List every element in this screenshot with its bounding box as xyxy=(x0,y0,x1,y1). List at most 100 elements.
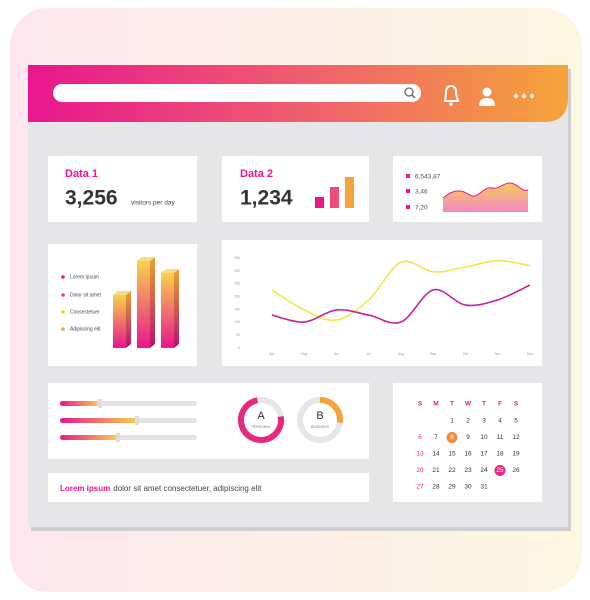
menu-dot[interactable] xyxy=(514,94,518,98)
footer-highlight: Lorem ipsum xyxy=(60,484,110,493)
card xyxy=(48,156,197,222)
y-tick-label: 300 xyxy=(234,269,240,273)
stat-value: 7,20 xyxy=(415,205,428,212)
slider-fill xyxy=(60,418,137,423)
bar-3d xyxy=(161,269,179,348)
calendar-day[interactable]: 5 xyxy=(514,418,518,425)
stat-value: 6,543,87 xyxy=(415,174,441,181)
x-tick-label: Nov xyxy=(495,352,501,356)
bell-icon[interactable] xyxy=(443,84,460,102)
slider-fill xyxy=(60,435,118,440)
line-chart: 0 50 100 150 200 250 300 350 Apr May Jun Jul Aug Sep O… xyxy=(234,256,533,356)
user-icon[interactable] xyxy=(482,87,492,97)
mini-area-line xyxy=(442,182,529,199)
x-tick-label: Apr xyxy=(269,352,275,356)
card xyxy=(393,383,542,502)
slider-knob[interactable] xyxy=(98,399,102,408)
weekday-label: S xyxy=(418,401,423,408)
search-bar[interactable] xyxy=(53,84,421,102)
calendar-day[interactable]: 3 xyxy=(482,418,486,425)
calendar-day[interactable]: 26 xyxy=(512,467,520,474)
calendar-day[interactable]: 12 xyxy=(512,434,520,441)
calendar-day[interactable]: 17 xyxy=(480,451,488,458)
mini-bar xyxy=(330,187,339,208)
calendar-day[interactable]: 28 xyxy=(432,484,440,491)
donut-arc xyxy=(297,397,343,443)
x-tick-label: Jun xyxy=(334,352,340,356)
mini-area xyxy=(443,183,528,212)
donut-arc xyxy=(238,397,284,443)
bar-3d xyxy=(113,291,131,348)
bar-top xyxy=(161,269,179,273)
calendar-day[interactable]: 13 xyxy=(416,451,424,458)
calendar-day[interactable]: 10 xyxy=(480,434,488,441)
card-value: 1,234 xyxy=(240,187,293,210)
calendar-day[interactable]: 2 xyxy=(466,418,470,425)
calendar-day[interactable]: 24 xyxy=(480,467,488,474)
x-tick-label: Aug xyxy=(398,352,404,356)
bar-front xyxy=(113,295,126,348)
calendar-day[interactable]: 14 xyxy=(432,451,440,458)
bar-side xyxy=(126,291,131,348)
calendar-day[interactable]: 22 xyxy=(448,467,456,474)
line-series xyxy=(271,284,531,324)
legend-marker xyxy=(406,205,410,209)
card-title: Data 1 xyxy=(65,168,98,180)
legend-label: Lorem ipsum xyxy=(70,274,99,280)
calendar-day[interactable]: 18 xyxy=(496,451,504,458)
weekday-label: W xyxy=(465,401,472,408)
x-tick-label: Jul xyxy=(367,352,372,356)
card xyxy=(48,473,369,502)
calendar-day[interactable]: 8 xyxy=(450,434,454,441)
calendar-day[interactable]: 21 xyxy=(432,467,440,474)
legend-marker xyxy=(406,189,410,193)
calendar-day[interactable]: 27 xyxy=(416,484,424,491)
weekday-label: T xyxy=(450,401,454,408)
x-tick-label: Sep xyxy=(430,352,436,356)
card-value: 3,256 xyxy=(65,187,118,210)
footer-text: Lorem ipsum dolor sit amet consectetuer, … xyxy=(60,484,262,493)
donut-letter: A xyxy=(257,410,265,422)
calendar-day[interactable]: 7 xyxy=(434,434,438,441)
calendar-day[interactable]: 25 xyxy=(496,467,504,474)
calendar-day[interactable]: 1 xyxy=(450,418,454,425)
calendar-day[interactable]: 31 xyxy=(480,484,488,491)
calendar-day[interactable]: 6 xyxy=(418,434,422,441)
calendar-day[interactable]: 9 xyxy=(466,434,470,441)
calendar-day[interactable]: 15 xyxy=(448,451,456,458)
weekday-label: M xyxy=(433,401,438,408)
calendar-day[interactable]: 19 xyxy=(512,451,520,458)
calendar-day[interactable]: 29 xyxy=(448,484,456,491)
search-icon[interactable] xyxy=(404,87,414,97)
y-tick-label: 50 xyxy=(236,333,240,337)
calendar-day[interactable]: 11 xyxy=(497,434,504,441)
calendar-day[interactable]: 16 xyxy=(464,451,472,458)
card xyxy=(222,240,542,366)
donut-letter: B xyxy=(316,410,323,422)
calendar-day[interactable]: 20 xyxy=(416,467,424,474)
bar-front xyxy=(161,273,174,348)
menu-dot[interactable] xyxy=(522,94,526,98)
legend-label: Dolor sit amet xyxy=(70,292,101,298)
bell-clapper xyxy=(449,102,453,106)
donut-label: BUSINESS xyxy=(311,425,329,429)
x-tick-label: May xyxy=(301,352,308,356)
legend-dot xyxy=(61,327,65,331)
x-tick-label: Oct xyxy=(463,352,468,356)
calendar-day[interactable]: 30 xyxy=(464,484,472,491)
bar-front xyxy=(137,261,150,348)
slider-knob[interactable] xyxy=(135,416,139,425)
bar-side xyxy=(174,269,179,348)
weekday-label: S xyxy=(514,401,519,408)
bar-top xyxy=(113,291,131,295)
selected-day[interactable] xyxy=(494,465,506,476)
calendar-day[interactable]: 4 xyxy=(498,418,502,425)
calendar-day[interactable]: 23 xyxy=(464,467,472,474)
y-tick-label: 100 xyxy=(234,320,240,324)
menu-dot[interactable] xyxy=(530,94,534,98)
user-icon-body xyxy=(479,98,495,106)
selected-day[interactable] xyxy=(446,432,458,443)
mini-bar xyxy=(345,177,354,208)
